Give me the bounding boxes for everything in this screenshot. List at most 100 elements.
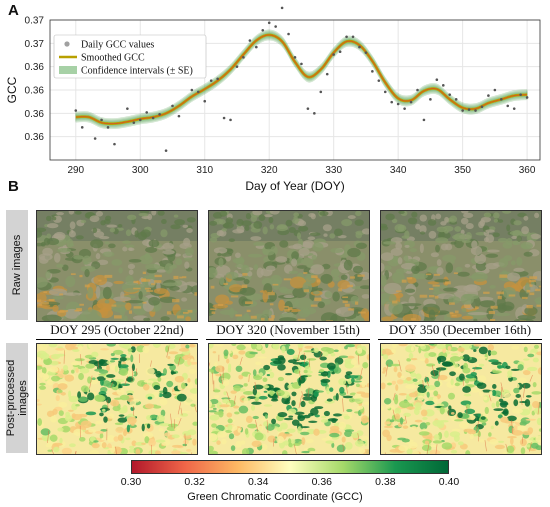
daily-gcc-point bbox=[487, 94, 490, 97]
x-axis-label: Day of Year (DOY) bbox=[245, 179, 344, 193]
daily-gcc-point bbox=[422, 118, 426, 122]
colorbar-label: Green Chromatic Coordinate (GCC) bbox=[187, 491, 363, 503]
caption-divider-3 bbox=[378, 339, 542, 340]
daily-gcc-point bbox=[383, 90, 387, 94]
daily-gcc-point bbox=[429, 98, 432, 101]
y-tick-label: 0.37 bbox=[25, 16, 45, 27]
confidence-band bbox=[75, 30, 528, 128]
daily-gcc-point bbox=[351, 35, 355, 39]
daily-gcc-point bbox=[242, 56, 245, 59]
daily-gcc-point bbox=[338, 50, 342, 54]
daily-gcc-point bbox=[313, 112, 316, 115]
x-tick-label: 300 bbox=[132, 165, 149, 176]
daily-gcc-point bbox=[216, 77, 219, 81]
daily-gcc-point bbox=[222, 116, 226, 120]
daily-gcc-point bbox=[325, 72, 329, 76]
daily-gcc-point bbox=[196, 90, 200, 94]
colorbar-tick-label: 0.40 bbox=[438, 476, 460, 488]
daily-gcc-point bbox=[203, 99, 207, 103]
daily-gcc-point bbox=[177, 114, 181, 118]
daily-gcc-point bbox=[467, 108, 471, 111]
daily-gcc-point bbox=[113, 142, 116, 146]
daily-gcc-point bbox=[138, 118, 142, 122]
daily-gcc-point bbox=[235, 65, 239, 68]
daily-gcc-point bbox=[229, 118, 232, 122]
daily-gcc-point bbox=[512, 107, 516, 110]
caption-doy-320: DOY 320 (November 15th) bbox=[216, 322, 360, 337]
legend-entry-text: Confidence intervals (± SE) bbox=[81, 66, 193, 77]
daily-gcc-point bbox=[474, 109, 477, 112]
daily-gcc-point bbox=[164, 149, 168, 152]
y-tick-label: 0.37 bbox=[25, 39, 45, 50]
daily-gcc-point bbox=[364, 51, 368, 54]
smoothed-gcc-centerline bbox=[75, 34, 528, 125]
daily-gcc-point bbox=[158, 112, 161, 116]
processed-image-doy-295 bbox=[36, 343, 198, 455]
colorbar-tick-label: 0.34 bbox=[247, 476, 269, 488]
daily-gcc-point bbox=[500, 98, 503, 101]
daily-gcc-point bbox=[248, 39, 252, 42]
daily-gcc-point bbox=[106, 126, 110, 129]
daily-gcc-point bbox=[506, 104, 510, 108]
daily-gcc-point bbox=[409, 100, 413, 104]
daily-gcc-point bbox=[274, 25, 277, 28]
x-tick-label: 330 bbox=[325, 165, 342, 176]
daily-gcc-point bbox=[190, 88, 194, 92]
legend-band-swatch bbox=[59, 66, 77, 74]
daily-gcc-point bbox=[93, 137, 97, 140]
x-tick-label: 350 bbox=[454, 165, 471, 176]
daily-gcc-point bbox=[132, 121, 136, 124]
raw-images-row-label: Raw images bbox=[6, 210, 28, 320]
daily-gcc-point bbox=[261, 28, 265, 32]
daily-gcc-point bbox=[145, 111, 149, 114]
colorbar-tick-label: 0.30 bbox=[120, 476, 142, 488]
processed-images-label: Post-processed images bbox=[5, 360, 29, 436]
processed-label-line-1: Post-processed bbox=[5, 359, 17, 437]
daily-gcc-point bbox=[306, 107, 310, 110]
daily-gcc-point bbox=[454, 98, 458, 101]
daily-gcc-point bbox=[171, 104, 174, 108]
x-tick-label: 290 bbox=[67, 165, 84, 176]
daily-gcc-point bbox=[267, 21, 271, 25]
daily-gcc-point bbox=[493, 88, 497, 92]
x-tick-label: 310 bbox=[196, 165, 213, 176]
daily-gcc-point bbox=[255, 45, 258, 49]
daily-gcc-point bbox=[480, 105, 484, 109]
panel-a-label: A bbox=[8, 2, 19, 19]
daily-gcc-point bbox=[441, 84, 445, 87]
raw-images-label: Raw images bbox=[11, 234, 23, 296]
daily-gcc-point bbox=[300, 62, 303, 66]
daily-gcc-point bbox=[332, 53, 335, 56]
raw-image-doy-320 bbox=[208, 210, 370, 322]
daily-gcc-point bbox=[390, 100, 394, 104]
gcc-time-series-chart: 0.36 0.36 0.36 0.36 0.37 0.37 290 300 310 320 330 3… bbox=[5, 6, 541, 193]
daily-gcc-point bbox=[345, 35, 348, 39]
daily-gcc-point bbox=[280, 6, 284, 10]
y-tick-label: 0.36 bbox=[25, 132, 45, 143]
daily-gcc-point bbox=[396, 102, 400, 106]
daily-gcc-point bbox=[519, 93, 522, 96]
raw-image-doy-295 bbox=[36, 210, 198, 322]
caption-divider-1 bbox=[36, 339, 198, 340]
daily-gcc-point bbox=[80, 126, 84, 129]
legend-point-swatch bbox=[64, 41, 70, 47]
y-tick-label: 0.36 bbox=[25, 109, 45, 120]
daily-gcc-point bbox=[416, 88, 419, 92]
daily-gcc-point bbox=[319, 90, 323, 94]
daily-gcc-point bbox=[74, 109, 78, 112]
x-tick-label: 340 bbox=[390, 165, 407, 176]
daily-gcc-point bbox=[293, 56, 297, 59]
legend-entry-text: Daily GCC values bbox=[81, 40, 154, 51]
daily-gcc-point bbox=[435, 78, 439, 82]
daily-gcc-point bbox=[209, 79, 213, 82]
panel-b-label: B bbox=[8, 178, 19, 195]
daily-gcc-point bbox=[151, 116, 155, 120]
daily-gcc-point bbox=[287, 32, 290, 36]
daily-gcc-point bbox=[403, 107, 406, 110]
daily-gcc-point bbox=[100, 118, 103, 122]
daily-gcc-point bbox=[377, 79, 381, 82]
colorbar-tick-label: 0.36 bbox=[311, 476, 333, 488]
chart-legend: Daily GCC values Smoothed GCC Confidence i… bbox=[53, 34, 207, 79]
raw-image-doy-350 bbox=[380, 210, 542, 322]
y-tick-label: 0.36 bbox=[25, 62, 45, 73]
